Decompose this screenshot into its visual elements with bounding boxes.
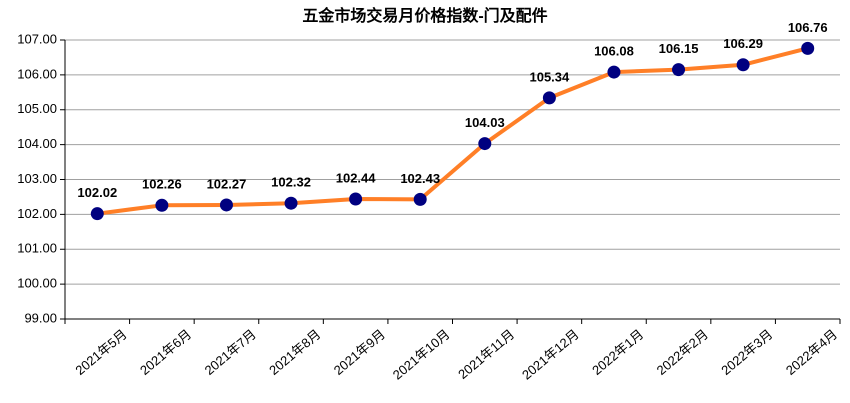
x-tick-label: 2021年7月 xyxy=(202,326,259,377)
y-tick-label: 106.00 xyxy=(17,66,57,81)
y-tick-label: 102.00 xyxy=(17,206,57,221)
value-label: 102.32 xyxy=(271,175,311,190)
value-label: 102.26 xyxy=(142,177,182,192)
value-label: 104.03 xyxy=(465,115,505,130)
value-label: 106.76 xyxy=(788,20,828,35)
chart-title: 五金市场交易月价格指数-门及配件 xyxy=(302,6,547,25)
y-tick-label: 99.00 xyxy=(24,310,57,325)
x-tick-label: 2021年11月 xyxy=(455,326,517,381)
x-tick-label: 2021年8月 xyxy=(266,326,323,377)
marker xyxy=(155,198,169,212)
marker xyxy=(736,58,750,72)
x-tick-label: 2022年2月 xyxy=(654,326,711,377)
value-label: 106.29 xyxy=(723,36,763,51)
x-tick-label: 2022年4月 xyxy=(783,326,840,377)
marker xyxy=(219,198,233,212)
marker xyxy=(801,41,815,55)
value-label: 102.27 xyxy=(207,176,247,191)
value-label: 105.34 xyxy=(529,69,570,84)
y-tick-label: 103.00 xyxy=(17,171,57,186)
value-label: 106.15 xyxy=(659,41,699,56)
y-tick-label: 105.00 xyxy=(17,101,57,116)
y-tick-label: 104.00 xyxy=(17,136,57,151)
marker xyxy=(607,65,621,79)
marker xyxy=(349,192,363,206)
y-tick-label: 101.00 xyxy=(17,241,57,256)
x-tick-label: 2021年10月 xyxy=(390,326,453,382)
x-tick-label: 2021年9月 xyxy=(331,326,388,377)
x-tick-label: 2021年12月 xyxy=(519,326,582,382)
x-tick-label: 2022年3月 xyxy=(718,326,775,377)
marker xyxy=(542,91,556,105)
value-label: 102.02 xyxy=(77,185,117,200)
marker xyxy=(478,137,492,151)
x-tick-label: 2021年5月 xyxy=(72,326,129,377)
marker xyxy=(413,192,427,206)
value-label: 102.44 xyxy=(336,170,377,185)
x-tick-label: 2022年1月 xyxy=(589,326,646,377)
line xyxy=(97,46,809,216)
x-tick-label: 2021年6月 xyxy=(137,326,194,377)
marker xyxy=(90,207,104,221)
marker xyxy=(284,196,298,210)
value-label: 106.08 xyxy=(594,44,634,59)
y-tick-label: 107.00 xyxy=(17,31,57,46)
value-label: 102.43 xyxy=(400,171,440,186)
marker xyxy=(672,63,686,77)
y-tick-label: 100.00 xyxy=(17,276,57,291)
